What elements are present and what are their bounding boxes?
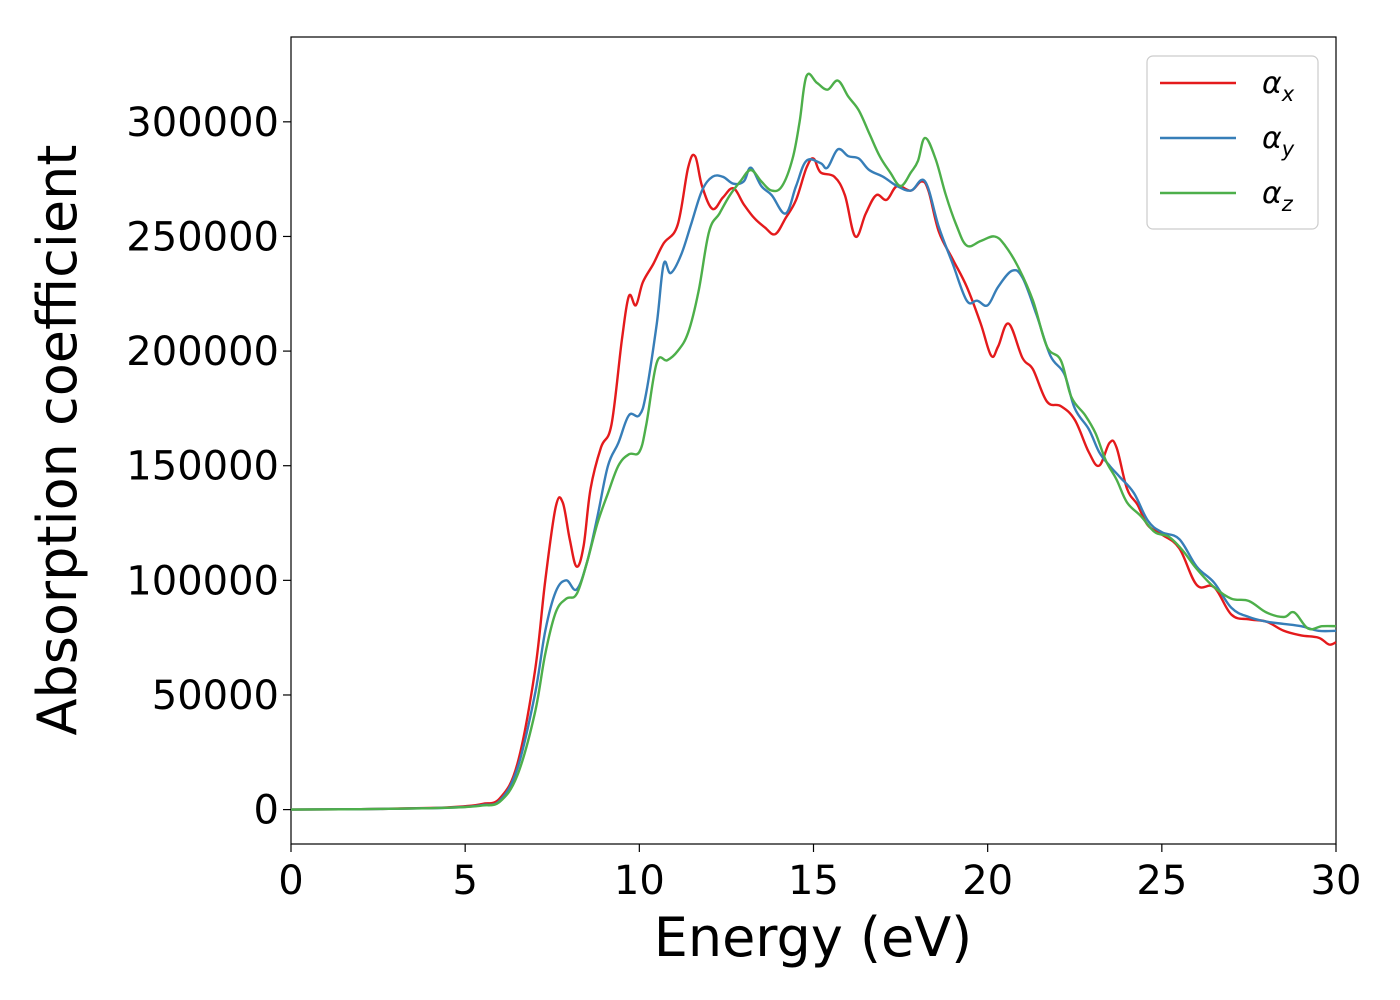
y-tick-label: 50000 bbox=[152, 673, 279, 719]
y-tick-label: 250000 bbox=[126, 214, 279, 260]
x-axis-label: Energy (eV) bbox=[654, 906, 973, 969]
y-tick-label: 200000 bbox=[126, 329, 279, 375]
x-tick-label: 15 bbox=[788, 858, 839, 904]
legend-box bbox=[1146, 55, 1319, 230]
y-axis-ticks: 0 50000 100000 150000 200000 250000 300000 bbox=[126, 100, 291, 834]
series-line-z bbox=[290, 72, 1337, 811]
y-tick-label: 150000 bbox=[126, 444, 279, 490]
x-tick-label: 20 bbox=[962, 858, 1013, 904]
y-axis-label: Absorption coefficient bbox=[26, 145, 89, 736]
legend: αx αy αz bbox=[1146, 55, 1319, 230]
x-tick-label: 25 bbox=[1136, 858, 1187, 904]
x-tick-label: 0 bbox=[278, 858, 303, 904]
x-tick-label: 30 bbox=[1311, 858, 1362, 904]
y-tick-label: 100000 bbox=[126, 558, 279, 604]
y-tick-label: 0 bbox=[254, 788, 279, 834]
legend-label-y: αy bbox=[1262, 121, 1295, 161]
y-tick-label: 300000 bbox=[126, 100, 279, 146]
series-line-x bbox=[290, 153, 1337, 811]
x-tick-label: 5 bbox=[452, 858, 477, 904]
series-lines bbox=[290, 72, 1337, 811]
x-axis-ticks: 0 5 10 15 20 25 30 bbox=[278, 844, 1361, 904]
legend-label-z: αz bbox=[1262, 176, 1294, 216]
legend-label-x: αx bbox=[1262, 66, 1295, 106]
x-tick-label: 10 bbox=[614, 858, 665, 904]
